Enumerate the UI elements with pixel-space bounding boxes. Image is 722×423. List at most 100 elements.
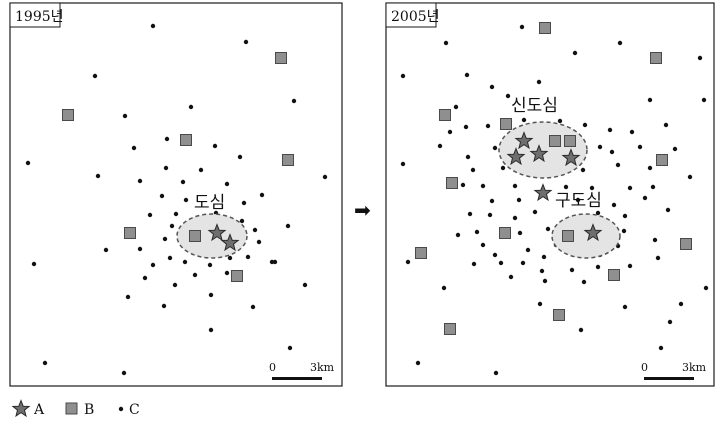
c-point <box>173 211 179 217</box>
c-point <box>697 55 703 61</box>
c-point <box>521 117 527 123</box>
c-point <box>42 360 48 366</box>
c-point <box>493 370 499 376</box>
c-point <box>474 229 480 235</box>
c-point <box>212 143 218 149</box>
c-point <box>536 79 542 85</box>
c-point <box>595 264 601 270</box>
c-point <box>703 285 709 291</box>
c-point <box>627 185 633 191</box>
panel-frame <box>9 2 343 387</box>
scale-distance: 3km <box>310 361 335 374</box>
c-point <box>545 226 551 232</box>
c-point <box>163 165 169 171</box>
b-point <box>439 109 451 121</box>
c-point <box>487 212 493 218</box>
c-point <box>227 255 233 261</box>
c-point <box>167 255 173 261</box>
c-point <box>464 72 470 78</box>
c-point <box>647 165 653 171</box>
c-point <box>256 239 262 245</box>
b-point <box>189 230 201 242</box>
c-point <box>237 154 243 160</box>
c-point <box>519 24 525 30</box>
c-point <box>150 262 156 268</box>
c-point <box>597 144 603 150</box>
c-point <box>647 97 653 103</box>
c-point <box>532 209 538 215</box>
c-point <box>492 252 498 258</box>
b-points <box>62 52 294 282</box>
c-point <box>224 270 230 276</box>
scale-zero: 0 <box>641 361 648 374</box>
c-point <box>542 278 548 284</box>
c-point <box>207 262 213 268</box>
c-point <box>622 304 628 310</box>
old-downtown-area <box>551 213 621 259</box>
c-point <box>192 272 198 278</box>
c-point <box>539 268 545 274</box>
c-point <box>525 247 531 253</box>
center-label-downtown: 도심 <box>194 193 225 213</box>
c-point <box>243 39 249 45</box>
b-point <box>650 52 662 64</box>
map-panel-1995: 1995년 도심 0 3km <box>9 2 343 387</box>
b-point <box>282 154 294 166</box>
c-point <box>557 118 563 124</box>
c-point <box>172 282 178 288</box>
c-point <box>470 167 476 173</box>
c-point <box>95 173 101 179</box>
c-point <box>465 154 471 160</box>
b-point <box>549 135 561 147</box>
c-points <box>25 23 328 376</box>
c-point <box>322 174 328 180</box>
c-point <box>617 40 623 46</box>
c-point <box>607 127 613 133</box>
c-point <box>512 183 518 189</box>
scale-line <box>644 377 694 380</box>
b-point <box>500 118 512 130</box>
c-point <box>578 327 584 333</box>
scale-bar: 0 3km <box>641 361 707 380</box>
new-downtown-area <box>498 121 588 179</box>
c-point <box>589 185 595 191</box>
c-point <box>678 301 684 307</box>
c-point <box>25 160 31 166</box>
b-point <box>608 269 620 281</box>
legend: A B C <box>12 400 140 418</box>
b-point <box>415 247 427 259</box>
center-label-old-downtown: 구도심 <box>555 191 602 211</box>
c-point <box>563 184 569 190</box>
c-point <box>665 207 671 213</box>
c-point <box>489 198 495 204</box>
b-point <box>231 270 243 282</box>
c-point <box>302 282 308 288</box>
c-point <box>441 285 447 291</box>
c-point <box>250 304 256 310</box>
b-point <box>444 323 456 335</box>
c-point <box>122 113 128 119</box>
c-point <box>622 213 628 219</box>
b-point <box>446 177 458 189</box>
c-point <box>137 178 143 184</box>
c-point <box>621 228 627 234</box>
c-point <box>245 254 251 260</box>
c-point <box>92 73 98 79</box>
c-point <box>701 97 707 103</box>
b-point <box>539 22 551 34</box>
c-point <box>400 161 406 167</box>
c-point <box>437 143 443 149</box>
c-point <box>687 174 693 180</box>
c-point <box>595 210 601 216</box>
c-point <box>650 184 656 190</box>
c-point <box>512 215 518 221</box>
c-point <box>615 162 621 168</box>
c-point <box>485 123 491 129</box>
c-point <box>581 279 587 285</box>
c-point <box>162 236 168 242</box>
c-point <box>492 145 498 151</box>
c-point <box>198 167 204 173</box>
b-point <box>180 134 192 146</box>
c-point <box>125 294 131 300</box>
c-point <box>208 327 214 333</box>
